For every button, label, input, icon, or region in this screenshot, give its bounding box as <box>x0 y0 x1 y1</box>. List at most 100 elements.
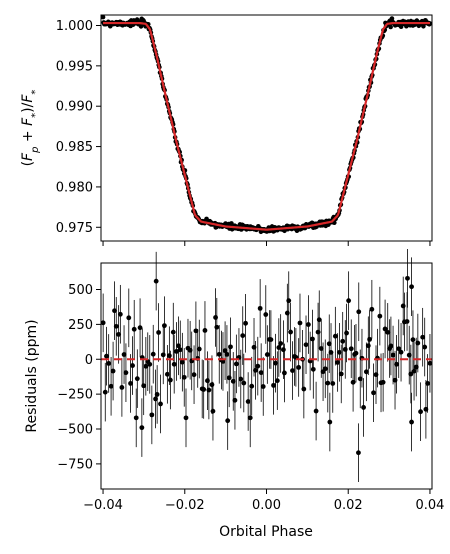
residual-point <box>396 346 402 352</box>
top-y-tick-label: 0.995 <box>56 59 93 74</box>
top-data-layer <box>100 14 433 235</box>
residual-point <box>128 381 133 386</box>
residual-point <box>306 322 311 327</box>
residual-point <box>346 298 352 304</box>
bottom-y-tick-label: 500 <box>68 283 93 298</box>
residual-point <box>382 326 388 332</box>
residual-point <box>344 330 349 336</box>
residual-point <box>427 360 433 366</box>
residual-point <box>301 386 307 392</box>
residual-point <box>361 404 366 410</box>
residual-point <box>137 325 143 331</box>
residual-point <box>149 412 155 418</box>
residual-point <box>415 340 421 346</box>
residual-point <box>408 371 414 377</box>
residual-point <box>313 408 319 414</box>
residual-point <box>104 353 109 359</box>
residual-point <box>191 372 197 378</box>
bottom-panel: −750 −500 −250 0 250 500 −0.04 −0.02 0.00 0.02 0.0… <box>24 249 444 540</box>
residual-point <box>392 377 398 383</box>
bottom-y-tick-label: 0 <box>85 353 93 368</box>
residual-point <box>216 351 222 357</box>
top-y-tick-label: 0.990 <box>56 100 93 115</box>
residual-point <box>110 368 116 374</box>
residual-point <box>196 346 202 352</box>
residual-point <box>315 329 321 335</box>
residual-point <box>280 347 286 353</box>
residual-point <box>255 363 261 369</box>
flux-point <box>138 24 144 29</box>
residual-point <box>258 370 264 376</box>
residual-point <box>297 320 303 326</box>
bottom-axis-ticks: −750 −500 −250 0 250 500 −0.04 −0.02 0.00 0.02 0.0… <box>57 283 444 513</box>
residual-point <box>276 345 282 350</box>
residual-point <box>260 384 266 389</box>
bottom-x-axis-label: Orbital Phase <box>219 524 313 540</box>
residual-point <box>268 337 274 342</box>
residual-point <box>133 415 139 421</box>
residual-point <box>335 360 341 365</box>
residual-point <box>201 387 207 392</box>
top-axis-ticks: 0.975 0.980 0.985 0.990 0.995 1.000 <box>56 19 431 246</box>
residual-point <box>273 360 278 366</box>
residual-point <box>214 324 220 330</box>
residual-point <box>113 323 119 329</box>
residual-point <box>365 343 371 349</box>
residual-point <box>108 383 114 389</box>
residual-point <box>116 331 122 337</box>
residual-point <box>350 379 356 385</box>
residual-point <box>413 364 419 370</box>
bottom-data-layer <box>100 249 433 483</box>
residual-point <box>181 374 187 380</box>
residual-point <box>394 361 399 367</box>
residual-point <box>409 284 414 290</box>
residual-point <box>385 329 391 335</box>
residual-point <box>213 315 218 320</box>
residual-point <box>162 323 167 329</box>
residual-point <box>404 319 410 324</box>
residual-point <box>388 343 394 349</box>
residual-point <box>369 306 375 312</box>
residual-point <box>338 371 344 377</box>
residual-point <box>288 329 293 335</box>
bottom-x-tick-label: 0.00 <box>252 498 281 513</box>
residual-point <box>131 326 137 332</box>
residual-point <box>371 390 376 396</box>
residual-point <box>153 396 158 402</box>
residual-point <box>405 275 410 281</box>
residual-point <box>271 382 276 388</box>
residual-point <box>232 397 238 403</box>
residual-point <box>377 313 383 319</box>
residual-point <box>310 336 315 342</box>
residual-point <box>318 346 324 351</box>
residual-point <box>222 348 228 354</box>
residual-point <box>356 309 362 315</box>
residual-point <box>348 346 354 352</box>
residual-point <box>106 361 112 366</box>
residual-point <box>143 363 149 369</box>
residual-point <box>257 305 263 311</box>
residual-point <box>150 351 156 357</box>
residual-point <box>240 333 246 338</box>
residual-point <box>390 352 396 358</box>
residual-point <box>228 344 233 350</box>
residual-point <box>156 330 162 335</box>
top-y-tick-label: 0.985 <box>56 140 93 155</box>
residual-point <box>139 425 145 431</box>
residual-point <box>187 347 193 353</box>
bottom-y-tick-label: −750 <box>57 457 93 472</box>
residual-point <box>121 352 127 357</box>
residual-point <box>357 376 363 382</box>
top-y-tick-label: 0.980 <box>56 180 93 195</box>
residual-point <box>179 359 185 365</box>
residual-point <box>420 334 426 340</box>
residual-point <box>154 392 160 397</box>
residual-point <box>141 383 147 389</box>
residual-point <box>286 298 292 304</box>
residual-point <box>400 303 406 309</box>
residual-point <box>278 341 284 346</box>
residual-point <box>205 378 210 384</box>
bottom-y-tick-label: −500 <box>57 423 93 438</box>
residual-point <box>253 367 258 373</box>
